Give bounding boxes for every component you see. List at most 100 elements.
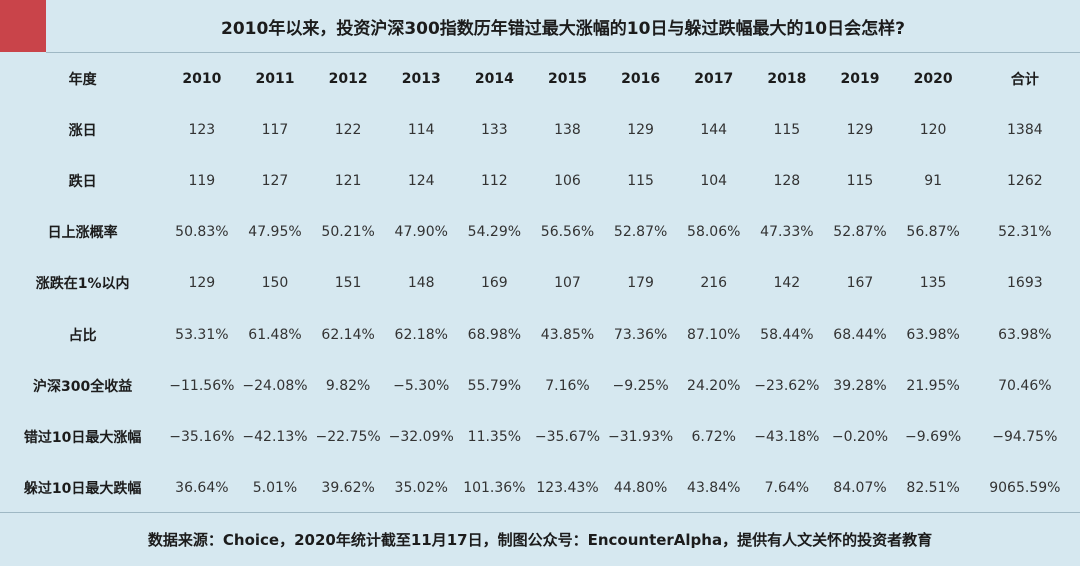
table-row: 错过10日最大涨幅 −35.16% −42.13% −22.75% −32.09% 11.… (0, 411, 1080, 462)
table-cell: 63.98% (906, 326, 960, 343)
data-table-container: 年度 2010 2011 2012 2013 2014 2015 2016 2017 2018 20… (0, 53, 1080, 514)
table-cell: 115 (773, 121, 801, 138)
table-row: 躲过10日最大跌幅 36.64% 5.01% 39.62% 35.02% 101.36% 1… (0, 463, 1080, 514)
table-cell: 50.21% (321, 224, 375, 241)
table-cell: 128 (773, 172, 801, 189)
table-cell: 36.64% (175, 480, 229, 497)
table-cell: 9.82% (325, 377, 371, 394)
table-cell: 6.72% (691, 428, 736, 445)
table-cell: 52.31% (998, 224, 1052, 241)
table-cell: −5.30% (393, 377, 450, 394)
table-cell: 7.16% (545, 377, 590, 394)
row-label: 沪深300全收益 (33, 378, 133, 395)
table-cell: 7.64% (764, 480, 810, 497)
table-cell: 35.02% (394, 480, 448, 497)
column-header: 2016 (621, 70, 661, 87)
row-label: 错过10日最大涨幅 (23, 429, 142, 446)
column-header: 2011 (255, 70, 295, 87)
table-cell: 43.84% (687, 480, 741, 497)
table-row: 占比 53.31% 61.48% 62.14% 62.18% 68.98% 43.85% 73… (0, 309, 1080, 360)
row-label: 跌日 (68, 173, 97, 190)
row-label: 占比 (68, 327, 97, 344)
table-cell: 39.62% (321, 480, 375, 497)
column-header-label: 年度 (68, 71, 97, 88)
table-cell: −32.09% (388, 428, 454, 445)
table-cell: 87.10% (687, 326, 741, 343)
table-cell: 115 (627, 172, 654, 189)
table-cell: 122 (334, 121, 362, 138)
table-cell: 39.28% (833, 377, 887, 394)
table-cell: −22.75% (315, 428, 381, 445)
table-cell: 55.79% (467, 377, 522, 394)
table-cell: 84.07% (833, 480, 887, 497)
table-cell: 101.36% (463, 480, 526, 497)
table-body: 涨日 123 117 122 114 133 138 129 144 115 129 120 1384 跌… (0, 104, 1080, 514)
table-cell: 52.87% (613, 224, 668, 241)
table-cell: 62.14% (321, 326, 375, 343)
table-cell: 117 (261, 121, 289, 138)
table-cell: −11.56% (169, 377, 235, 394)
table-row: 跌日 119 127 121 124 112 106 115 104 128 115 91 1262 (0, 155, 1080, 206)
table-cell: −9.69% (905, 428, 962, 445)
table-cell: 119 (188, 172, 216, 189)
column-header: 2013 (401, 70, 441, 87)
table-cell: −0.20% (831, 428, 889, 445)
page-title: 2010年以来，投资沪深300指数历年错过最大涨幅的10日与躲过跌幅最大的10日… (46, 0, 1080, 53)
table-cell: 148 (407, 275, 435, 292)
accent-block (0, 0, 46, 52)
table-cell: 123 (188, 121, 216, 138)
column-header: 2019 (840, 70, 880, 87)
column-header: 2020 (913, 70, 953, 87)
column-header: 2018 (767, 70, 807, 87)
table-row: 日上涨概率 50.83% 47.95% 50.21% 47.90% 54.29% 56.56… (0, 207, 1080, 258)
table-cell: −43.18% (754, 428, 820, 445)
table-cell: 1693 (1007, 275, 1043, 292)
table-cell: 1384 (1007, 121, 1043, 138)
table-cell: 129 (188, 275, 216, 292)
table-cell: 54.29% (467, 224, 522, 241)
table-cell: −9.25% (612, 377, 669, 394)
table-row: 沪深300全收益 −11.56% −24.08% 9.82% −5.30% 55.79% 7… (0, 360, 1080, 411)
table-cell: 121 (334, 172, 362, 189)
table-cell: 127 (261, 172, 289, 189)
table-cell: 5.01% (252, 480, 298, 497)
table-cell: 169 (480, 275, 508, 292)
table-cell: 216 (700, 275, 728, 292)
table-cell: −24.08% (242, 377, 308, 394)
table-header-row: 年度 2010 2011 2012 2013 2014 2015 2016 2017 2018 20… (0, 53, 1080, 104)
table-cell: 135 (919, 275, 947, 292)
table-cell: 62.18% (394, 326, 448, 343)
table-cell: −35.16% (169, 428, 235, 445)
table-cell: −42.13% (242, 428, 308, 445)
table-cell: 133 (480, 121, 508, 138)
table-cell: 138 (554, 121, 581, 138)
row-label: 躲过10日最大跌幅 (23, 481, 142, 498)
column-header: 2014 (474, 70, 514, 87)
table-cell: 120 (919, 121, 947, 138)
column-header: 2017 (694, 70, 734, 87)
table-cell: 91 (924, 172, 943, 189)
table-cell: −31.93% (608, 428, 674, 445)
table-cell: 50.83% (175, 224, 229, 241)
table-row: 涨日 123 117 122 114 133 138 129 144 115 129 120 1384 (0, 104, 1080, 155)
table-cell: 56.56% (540, 224, 595, 241)
table-cell: 142 (773, 275, 801, 292)
table-cell: −35.67% (534, 428, 601, 445)
table-cell: 106 (554, 172, 581, 189)
table-cell: 56.87% (906, 224, 960, 241)
table-cell: 61.48% (248, 326, 302, 343)
table-cell: 47.90% (394, 224, 448, 241)
table-cell: 58.06% (687, 224, 741, 241)
table-cell: 70.46% (998, 377, 1052, 394)
table-cell: 44.80% (613, 480, 668, 497)
table-cell: 73.36% (613, 326, 668, 343)
table-cell: 114 (407, 121, 435, 138)
table-cell: 53.31% (175, 326, 229, 343)
table-row: 涨跌在1%以内 129 150 151 148 169 107 179 216 142 167 135… (0, 258, 1080, 309)
table-cell: 104 (700, 172, 728, 189)
table-cell: 82.51% (906, 480, 960, 497)
column-header: 2015 (548, 70, 587, 87)
column-header: 2010 (182, 70, 222, 87)
table-cell: 24.20% (687, 377, 741, 394)
table-cell: 123.43% (536, 480, 599, 497)
